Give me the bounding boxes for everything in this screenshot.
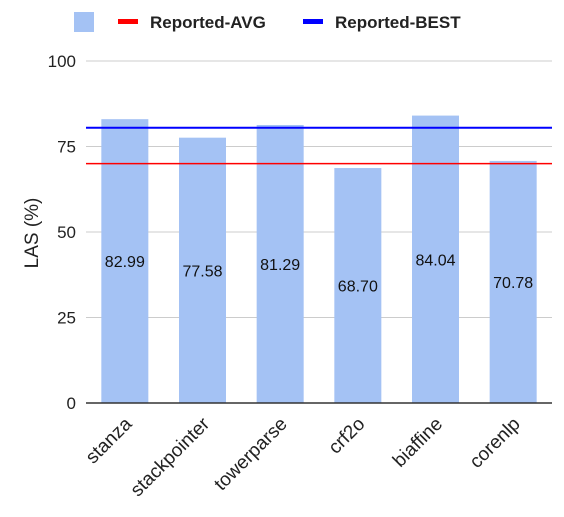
bars — [101, 115, 537, 404]
legend-label-reported-best: Reported-BEST — [335, 13, 461, 32]
x-tick-label-stackpointer: stackpointer — [127, 413, 215, 501]
bar-value-label: 84.04 — [415, 252, 455, 269]
bar-value-label: 81.29 — [260, 257, 300, 274]
bar-value-label: 70.78 — [493, 275, 533, 292]
bar-towerparse — [256, 124, 304, 404]
y-tick-label: 75 — [57, 138, 76, 157]
legend-swatch-bars — [74, 12, 94, 32]
x-tick-label-towerparse: towerparse — [210, 414, 291, 495]
bar-stackpointer — [179, 137, 226, 404]
legend: Reported-AVG Reported-BEST — [74, 12, 461, 32]
x-tick-label-crf2o: crf2o — [325, 414, 370, 459]
bar-corenlp — [489, 160, 537, 403]
y-tick-label: 50 — [57, 223, 76, 242]
y-tick-label: 25 — [57, 309, 76, 328]
y-tick-labels: 0 25 50 75 100 — [48, 52, 76, 413]
bar-value-label: 77.58 — [182, 263, 222, 280]
legend-label-reported-avg: Reported-AVG — [150, 13, 266, 32]
reference-lines — [86, 126, 552, 165]
x-tick-label-biaffine: biaffine — [389, 414, 447, 472]
legend-swatch-reported-best — [303, 19, 323, 24]
x-tick-label-corenlp: corenlp — [466, 414, 525, 473]
bar-value-label: 82.99 — [105, 254, 145, 271]
bar-data-labels: 82.99 77.58 81.29 68.70 84.04 70.78 — [105, 252, 533, 295]
y-axis-title: LAS (%) — [22, 198, 43, 269]
x-tick-label-stanza: stanza — [82, 413, 137, 468]
gridlines — [86, 60, 552, 318]
bar-crf2o — [334, 168, 382, 403]
bar-stanza — [101, 119, 149, 404]
y-tick-label: 0 — [67, 394, 76, 413]
legend-swatch-reported-avg — [118, 19, 138, 24]
y-tick-label: 100 — [48, 52, 76, 71]
bar-value-label: 68.70 — [338, 279, 378, 296]
